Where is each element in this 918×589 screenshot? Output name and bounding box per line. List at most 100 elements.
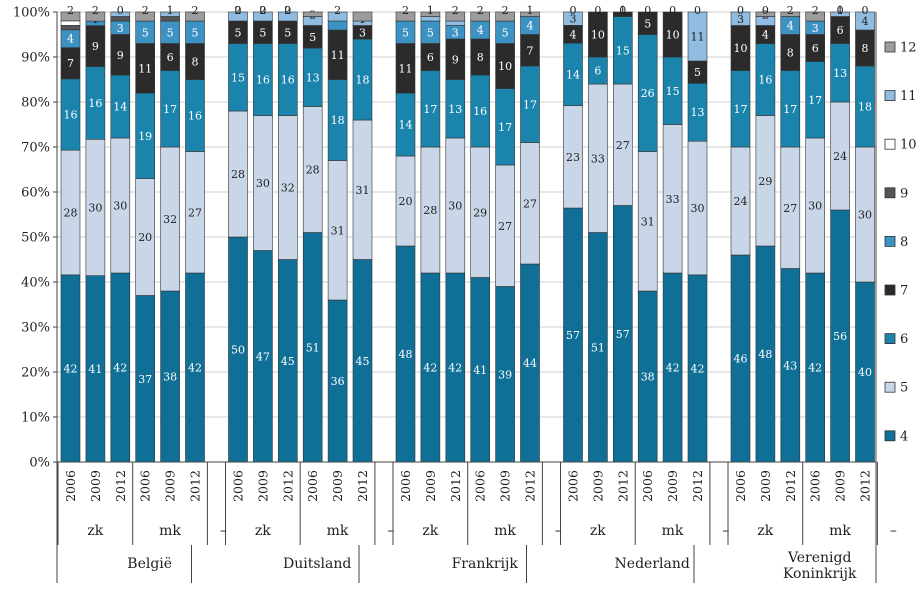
segment-label: 7 [67,57,74,70]
bar-segment [420,16,441,22]
segment-label: 2 [192,4,199,17]
segment-label: 3 [570,13,577,26]
segment-label: 31 [356,184,370,197]
x-axis: 2006 2009 2012 2006 2009 2012 zk mk – België 2006 2… [56,461,897,583]
segment-label: 47 [256,350,270,363]
segment-label: 0 [737,4,744,17]
segment-label: 2 [142,4,149,17]
segment-label: 30 [256,177,270,190]
segment-label: 26 [641,87,655,100]
segment-label: 1 [619,4,626,17]
segment-label: 0 [570,4,577,17]
segment-label: 13 [691,106,705,119]
y-tick-label: 0% [29,456,50,471]
segment-label: 1 [427,4,434,17]
bar-segment [110,16,131,22]
segment-label: 5 [235,26,242,39]
bar-segment [327,11,348,22]
y-tick-label: 30% [21,321,50,336]
segment-label: 30 [113,200,127,213]
segment-label: 5 [644,17,651,30]
segment-label: 2 [477,4,484,17]
segment-label: 5 [427,26,434,39]
segment-label: 24 [734,195,748,208]
legend-swatch [884,381,896,393]
year-tick-label: 2009 [758,470,773,502]
segment-label: 2 [284,4,291,17]
y-tick-label: 40% [21,276,50,291]
segment-label: 42 [666,362,680,375]
year-tick-label: 2006 [138,470,153,502]
legend-swatch [884,41,896,53]
segment-label: 13 [306,71,320,84]
segment-label: 0 [235,4,242,17]
segment-label: 42 [808,362,822,375]
segment-label: 8 [862,42,869,55]
legend-label: 6 [900,332,908,347]
y-tick-label: 50% [21,231,50,246]
segment-label: 30 [448,200,462,213]
legend-label: 5 [900,381,908,396]
bar-segment [60,25,81,31]
segment-label: 28 [306,164,320,177]
segment-label: 3 [737,13,744,26]
y-tick-label: 20% [21,366,50,381]
sex-label-zk: zk [590,523,606,539]
sex-label-zk: zk [255,523,271,539]
segment-label: 16 [473,105,487,118]
segment-label: 57 [616,328,630,341]
segment-label: 44 [523,357,537,370]
segment-label: 48 [399,348,413,361]
bar-segment [85,11,106,22]
segment-label: 5 [167,26,174,39]
segment-label: 7 [527,44,534,57]
legend-swatch [884,235,896,247]
year-tick-label: 2012 [188,470,203,502]
segment-label: 1 [527,4,534,17]
segment-label: 4 [477,24,484,37]
segment-label: 42 [691,362,705,375]
segment-label: 13 [833,67,847,80]
segment-label: 11 [331,49,345,62]
segment-label: 31 [331,224,345,237]
segment-label: 8 [192,56,199,69]
bar-segment [302,11,323,17]
segment-label: 2 [402,4,409,17]
sex-label-zk: zk [87,523,103,539]
segment-label: 27 [523,197,537,210]
segment-label: 29 [473,206,487,219]
segment-label: 0 [644,4,651,17]
year-tick-label: 2006 [398,470,413,502]
segment-label: 9 [92,40,99,53]
segment-label: 6 [167,51,174,64]
bar-segment [588,11,608,58]
segment-label: 2 [259,4,266,17]
separator-dash: – [890,523,897,539]
segment-label: 11 [138,62,152,75]
bar-segment [185,11,205,22]
segment-label: 51 [306,341,320,354]
segment-label: 0 [619,4,626,17]
segment-label: 0 [762,4,769,17]
y-tick-label: 80% [21,96,50,111]
segment-label: 15 [231,71,245,84]
year-tick-label: 2009 [255,470,270,502]
segment-label: 4 [67,33,74,46]
segment-label: 10 [591,29,605,42]
bar-segment [637,11,658,35]
year-tick-label: 2006 [733,470,748,502]
segment-label: 16 [281,74,295,87]
sex-label-mk: mk [327,523,349,539]
bar-segment [612,11,633,17]
segment-label: 20 [138,231,152,244]
segment-label: 6 [837,24,844,37]
bar-segment [277,11,298,22]
segment-label: 4 [787,20,794,33]
legend-swatch [884,187,896,199]
segment-label: 9 [452,53,459,66]
segment-label: 18 [356,74,370,87]
bar-segment [687,11,708,62]
segment-label: 41 [88,363,102,376]
segment-label: 14 [113,101,127,114]
segment-label: 4 [570,28,577,41]
